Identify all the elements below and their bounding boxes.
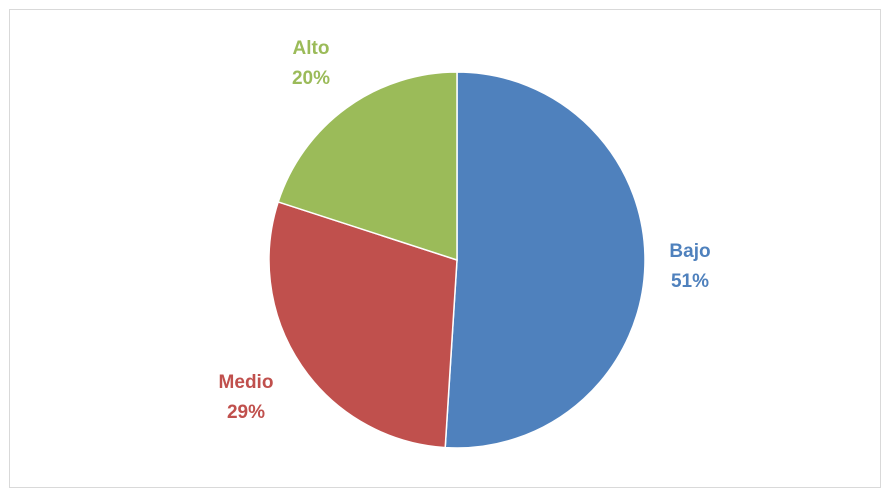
data-label-alto: Alto 20% bbox=[292, 38, 330, 89]
data-label-category: Bajo bbox=[669, 241, 710, 262]
pie-slices bbox=[268, 71, 646, 449]
pie-slice-alto bbox=[277, 71, 458, 262]
pie-slice-bajo bbox=[444, 71, 646, 449]
pie-slice-medio bbox=[268, 200, 458, 449]
data-label-category: Medio bbox=[219, 372, 274, 393]
data-label-percent: 51% bbox=[671, 271, 709, 292]
data-label-category: Alto bbox=[293, 38, 330, 59]
data-label-percent: 29% bbox=[227, 402, 265, 423]
data-label-percent: 20% bbox=[292, 68, 330, 89]
data-label-bajo: Bajo 51% bbox=[669, 241, 710, 292]
pie-labels: Bajo 51% Medio 29% Alto 20% bbox=[219, 38, 711, 423]
data-label-medio: Medio 29% bbox=[219, 372, 274, 423]
